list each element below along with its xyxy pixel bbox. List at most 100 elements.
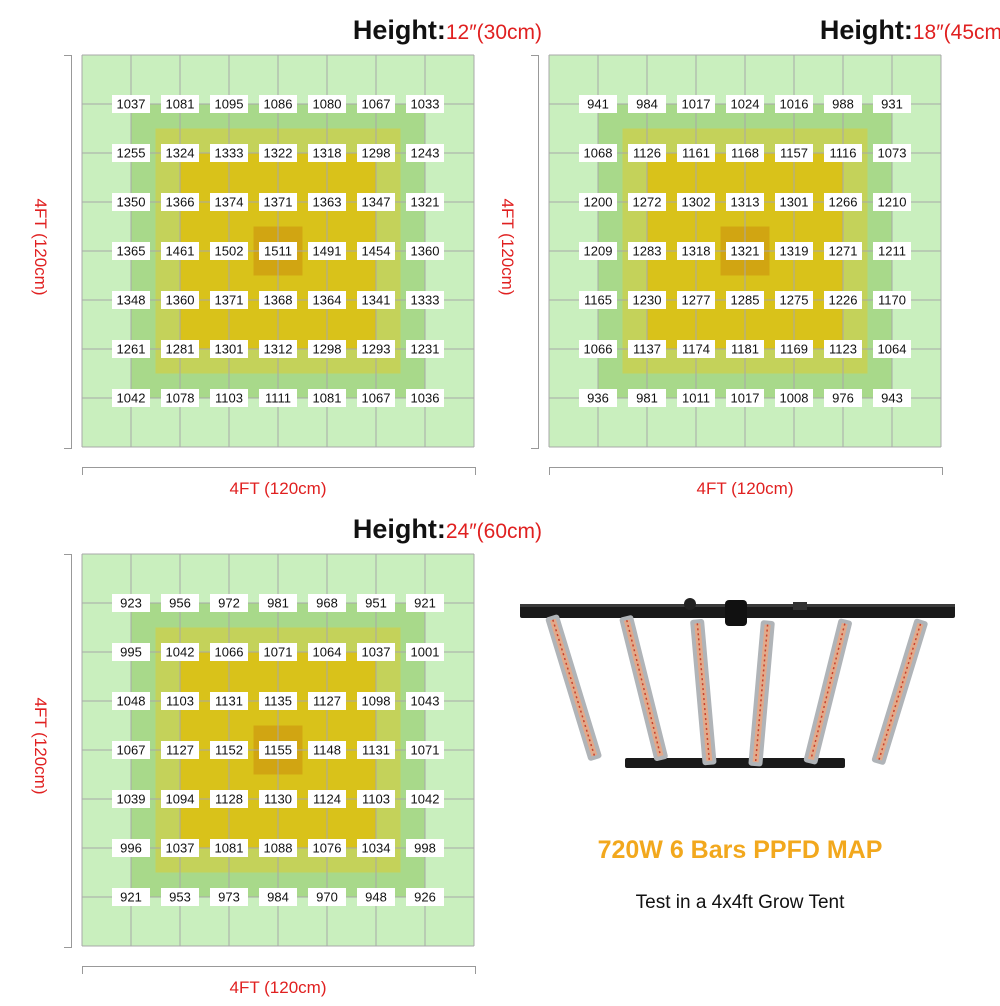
ppfd-value-text: 1036 [411, 391, 440, 406]
ppfd-value-text: 1226 [829, 293, 858, 308]
ppfd-value: 1064 [308, 643, 346, 661]
ppfd-value: 1095 [210, 95, 248, 113]
ppfd-value-text: 1230 [633, 293, 662, 308]
ppfd-value: 1364 [308, 291, 346, 309]
ppfd-value-text: 948 [365, 890, 387, 905]
ppfd-value-text: 1116 [830, 146, 857, 161]
grow-light-frame [520, 598, 955, 768]
ppfd-value-bg [308, 839, 346, 857]
ppfd-value: 923 [112, 594, 150, 612]
ppfd-value-text: 1064 [878, 342, 907, 357]
ppfd-value-text: 1126 [633, 146, 661, 161]
ppfd-value-bg [161, 95, 199, 113]
ppfd-value: 1127 [161, 741, 199, 759]
ppfd-value: 1360 [161, 291, 199, 309]
ppfd-value-bg [210, 741, 248, 759]
ppfd-value-bg [210, 95, 248, 113]
ppfd-value-bg [824, 193, 862, 211]
ppfd-value-text: 1231 [411, 342, 440, 357]
ppfd-value-text: 931 [881, 97, 903, 112]
ppfd-value-bg [357, 340, 395, 358]
ppfd-value-text: 1037 [362, 645, 391, 660]
ppfd-value: 1039 [112, 790, 150, 808]
ppfd-value: 1461 [161, 242, 199, 260]
x-axis-label: 4FT (120cm) [229, 978, 327, 997]
ppfd-value: 936 [579, 389, 617, 407]
ppfd-value-bg [873, 144, 911, 162]
ppfd-value-bg [308, 95, 346, 113]
ppfd-value-bg [210, 790, 248, 808]
ppfd-value-text: 1081 [313, 391, 342, 406]
ppfd-value-text: 1076 [313, 841, 342, 856]
ppfd-value-text: 981 [267, 596, 289, 611]
ppfd-value: 1037 [357, 643, 395, 661]
ppfd-value: 972 [210, 594, 248, 612]
ppfd-value-bg [628, 291, 666, 309]
ppfd-value-bg [726, 95, 764, 113]
ppfd-value-bg [259, 389, 297, 407]
ppfd-value-text: 1168 [731, 146, 759, 161]
ppfd-value-bg [628, 389, 666, 407]
ppfd-value-text: 1123 [829, 342, 857, 357]
ppfd-value-bg [259, 594, 297, 612]
ppfd-value: 1350 [112, 193, 150, 211]
ppfd-value: 973 [210, 888, 248, 906]
ppfd-value-bg [259, 95, 297, 113]
ppfd-value-bg [726, 193, 764, 211]
ppfd-value-text: 1098 [362, 694, 391, 709]
ppfd-value-bg [406, 692, 444, 710]
ppfd-value: 1157 [775, 144, 813, 162]
ppfd-value-text: 1080 [313, 97, 342, 112]
ppfd-value: 984 [628, 95, 666, 113]
ppfd-value-text: 1360 [166, 293, 195, 308]
ppfd-value-bg [210, 594, 248, 612]
ppfd-value-bg [308, 594, 346, 612]
ppfd-value-text: 1261 [117, 342, 146, 357]
ppfd-value-bg [873, 95, 911, 113]
ppfd-value-bg [726, 291, 764, 309]
ppfd-value-bg [210, 839, 248, 857]
ppfd-value: 1168 [726, 144, 764, 162]
ppfd-value: 1301 [210, 340, 248, 358]
ppfd-value-bg [112, 389, 150, 407]
ppfd-value-bg [210, 193, 248, 211]
ppfd-value-bg [775, 144, 813, 162]
ppfd-value: 1042 [406, 790, 444, 808]
ppfd-value-text: 1017 [682, 97, 711, 112]
ppfd-value-bg [677, 340, 715, 358]
ppfd-value-bg [259, 741, 297, 759]
ppfd-value-bg [259, 340, 297, 358]
ppfd-value: 943 [873, 389, 911, 407]
ppfd-value: 1360 [406, 242, 444, 260]
ppfd-value-bg [579, 340, 617, 358]
ppfd-value: 1363 [308, 193, 346, 211]
ppfd-value: 1024 [726, 95, 764, 113]
ppfd-value-text: 1111 [265, 391, 291, 406]
ppfd-value: 1135 [259, 692, 297, 710]
ppfd-value: 1491 [308, 242, 346, 260]
ppfd-value-bg [112, 95, 150, 113]
ppfd-value-text: 1371 [264, 195, 293, 210]
ppfd-value-text: 970 [316, 890, 338, 905]
led-bars [545, 614, 928, 767]
ppfd-value: 1298 [308, 340, 346, 358]
ppfd-value-bg [406, 291, 444, 309]
ppfd-value-text: 1360 [411, 244, 440, 259]
y-axis-label: 4FT (120cm) [31, 697, 50, 795]
ppfd-value-text: 1170 [878, 293, 906, 308]
ppfd-value-text: 1181 [731, 342, 759, 357]
height-value: 18″(45cm) [912, 21, 1000, 44]
ppfd-value-text: 1169 [780, 342, 808, 357]
ppfd-value-bg [677, 193, 715, 211]
ppfd-value-text: 1366 [166, 195, 195, 210]
ppfd-value-text: 998 [414, 841, 436, 856]
ppfd-value: 1211 [873, 242, 911, 260]
ppfd-value-text: 1066 [584, 342, 613, 357]
ppfd-value: 921 [406, 594, 444, 612]
ppfd-value: 1081 [308, 389, 346, 407]
ppfd-value-text: 1293 [362, 342, 391, 357]
ppfd-value-text: 1042 [117, 391, 146, 406]
height-value: 12″(30cm) [445, 21, 542, 44]
ppfd-value-bg [628, 193, 666, 211]
ppfd-value-bg [824, 95, 862, 113]
